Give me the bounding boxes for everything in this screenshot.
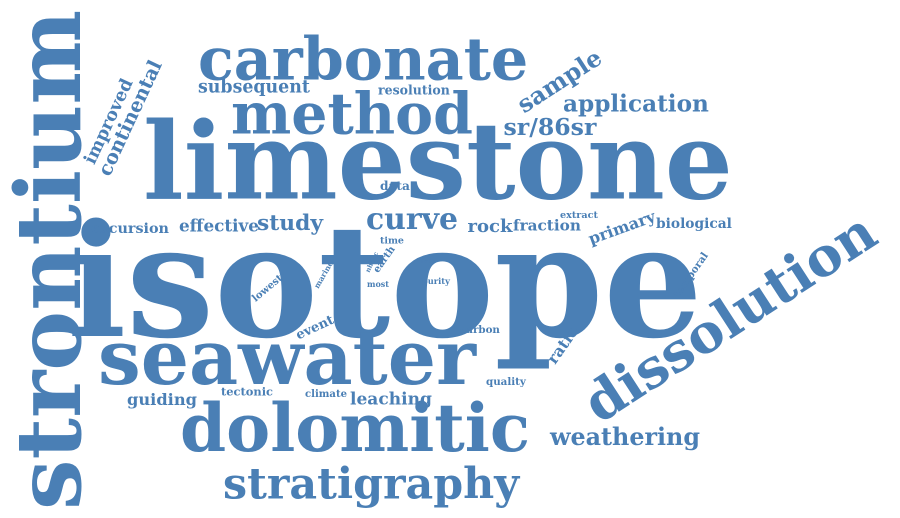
word-climate: climate [305,389,347,400]
word-stratigraphy: stratigraphy [223,459,520,510]
word-curve: curve [366,202,458,237]
word-study: study [257,211,323,236]
word-limestone: limestone [143,98,733,225]
word-resolution: resolution [378,82,450,98]
word-sr86sr: sr/86sr [503,113,597,141]
word-excursion: excursion [91,221,170,237]
word-weathering: weathering [550,423,700,451]
word-application: application [563,90,709,118]
word-tectonic: tectonic [221,384,273,399]
word-strontium: strontium [0,9,102,510]
word-quality: quality [486,376,526,388]
word-fraction: fraction [513,216,581,235]
word-biological: biological [656,216,732,232]
word-carbonate: carbonate [198,24,529,94]
word-most: most [367,279,389,289]
word-purity: purity [422,276,450,286]
word-data: data [380,179,410,193]
word-guiding: guiding [127,390,197,409]
word-rate: rate [421,258,435,265]
word-method: method [231,81,473,148]
word-seawater: seawater [98,313,477,402]
word-rock: rock [467,216,513,237]
word-extract: extract [560,210,598,221]
word-effective: effective [179,215,259,236]
word-isotope: isotope [67,190,703,373]
word-subsequent: subsequent [198,77,310,98]
word-dolomitic: dolomitic [180,389,531,467]
word-time: time [380,235,404,247]
word-carbon: carbon [460,324,500,336]
word-leaching: leaching [350,389,432,410]
